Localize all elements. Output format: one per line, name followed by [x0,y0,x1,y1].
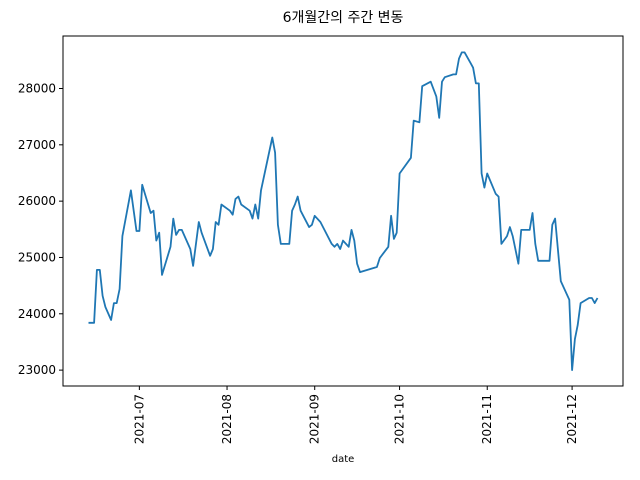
chart-title: 6개월간의 주간 변동 [283,10,404,26]
y-tick-label: 28000 [18,81,56,95]
y-tick-label: 23000 [18,363,56,377]
x-axis-label: date [332,454,355,465]
axes-frame [62,35,624,387]
y-tick-label: 24000 [18,307,56,321]
y-tick-label: 26000 [18,194,56,208]
y-tick-label: 25000 [18,250,56,264]
x-tick-label: 2021-07 [132,394,146,444]
y-tick-label: 27000 [18,138,56,152]
line [88,51,599,371]
x-tick-label: 2021-08 [220,394,234,444]
x-tick-label: 2021-11 [480,394,494,444]
x-tick-label: 2021-12 [565,394,579,444]
x-tick-label: 2021-10 [393,394,407,444]
x-tick-label: 2021-09 [308,394,322,444]
